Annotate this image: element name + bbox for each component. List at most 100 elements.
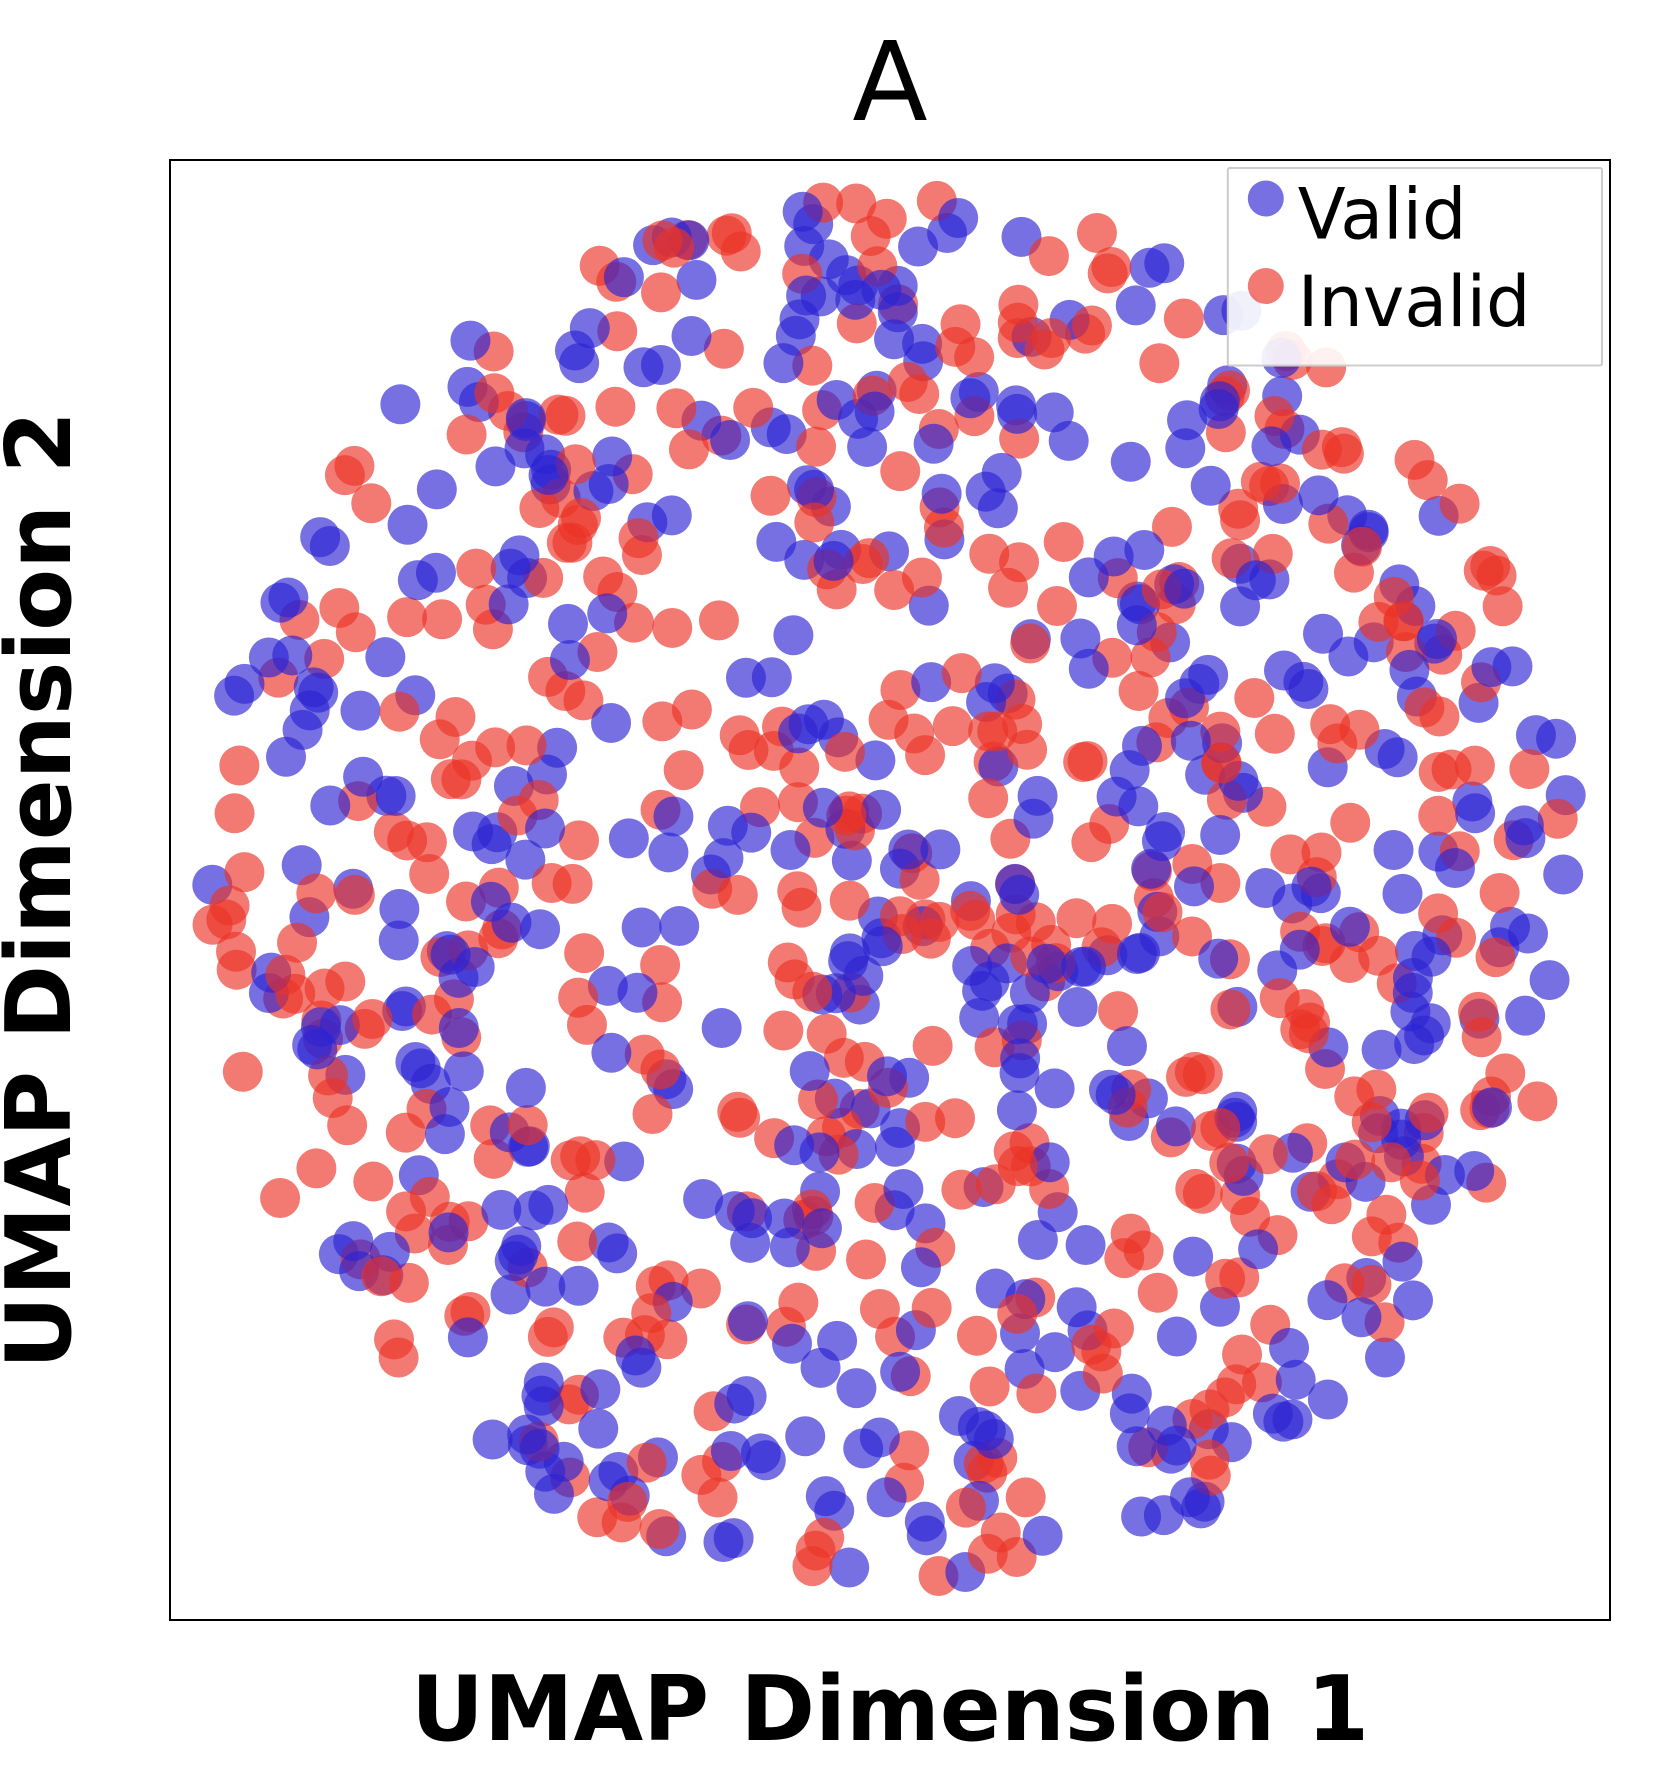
scatter-point [265,955,305,995]
scatter-point [441,759,481,799]
scatter-point [557,1222,597,1262]
scatter-point [1165,678,1205,718]
scatter-point [1393,1280,1433,1320]
scatter-point [1419,696,1459,736]
scatter-point [1131,849,1171,889]
scatter-point [922,474,962,514]
scatter-point [836,184,876,224]
scatter-point [591,703,631,743]
legend-label: Valid [1298,174,1467,256]
scatter-point [559,820,599,860]
scatter-point [548,604,588,644]
scatter-point [1356,1069,1396,1109]
scatter-point [901,1247,941,1287]
scatter-point [550,640,590,680]
scatter-point [1023,1516,1063,1556]
scatter-point [481,1190,521,1230]
scatter-point [941,1170,981,1210]
scatter-point [1455,793,1495,833]
scatter-point [1058,987,1098,1027]
scatter-point [653,796,693,836]
scatter-point [804,1518,844,1558]
scatter-point [1144,243,1184,283]
scatter-point [639,1509,679,1549]
scatter-point [968,711,1008,751]
scatter-point [1389,650,1429,690]
scatter-point [489,584,529,624]
scatter-point [1382,874,1422,914]
scatter-point [883,1169,923,1209]
scatter-point [429,1212,469,1252]
umap-scatter-chart: AUMAP Dimension 1UMAP Dimension 2ValidIn… [0,0,1661,1782]
legend-label: Invalid [1298,261,1531,343]
scatter-point [387,597,427,637]
scatter-point [1060,619,1100,659]
scatter-point [1117,934,1157,974]
scatter-point [631,1293,671,1333]
scatter-point [1164,569,1204,609]
scatter-point [1509,749,1549,789]
scatter-point [1072,306,1112,346]
scatter-point [752,657,792,697]
scatter-point [698,1477,738,1517]
scatter-point [836,1368,876,1408]
scatter-point [587,593,627,633]
scatter-point [999,542,1039,582]
scatter-point [642,701,682,741]
scatter-point [803,788,843,828]
scatter-point [520,909,560,949]
scatter-point [699,600,739,640]
scatter-point [1066,1225,1106,1265]
scatter-point [1016,1374,1056,1414]
legend-marker-icon [1248,268,1284,304]
scatter-point [1418,796,1458,836]
scatter-point [860,1289,900,1329]
scatter-point [968,778,1008,818]
scatter-point [429,1087,469,1127]
scatter-point [1119,671,1159,711]
scatter-point [1238,1229,1278,1269]
scatter-point [353,1162,393,1202]
scatter-point [558,978,598,1018]
scatter-point [1210,989,1250,1029]
scatter-point [1393,973,1433,1013]
scatter-point [799,1132,839,1172]
scatter-point [455,947,495,987]
scatter-point [1002,704,1042,744]
scatter-point [763,343,803,383]
scatter-point [386,1113,426,1153]
scatter-point [835,280,875,320]
scatter-point [456,549,496,589]
scatter-point [352,999,392,1039]
scatter-point [1122,726,1162,766]
scatter-point [1374,577,1414,617]
scatter-point [1191,466,1231,506]
scatter-point [997,1090,1037,1130]
chart-title: A [852,18,927,146]
y-axis-label: UMAP Dimension 2 [0,411,92,1369]
scatter-point [652,608,692,648]
scatter-point [1483,586,1523,626]
scatter-point [1175,1169,1215,1209]
scatter-point [1057,1287,1097,1327]
scatter-point [623,347,663,387]
scatter-point [300,517,340,557]
scatter-point [867,1477,907,1517]
scatter-point [1006,1477,1046,1517]
scatter-point [327,1105,367,1145]
scatter-point [1292,867,1332,907]
legend-marker-icon [1248,181,1284,217]
scatter-point [1480,873,1520,913]
scatter-point [1220,500,1260,540]
scatter-point [855,392,895,432]
scatter-point [609,818,649,858]
scatter-point [796,427,836,467]
scatter-point [756,522,796,562]
scatter-point [863,926,903,966]
scatter-point [1098,991,1138,1031]
scatter-point [422,599,462,639]
scatter-point [217,950,257,990]
scatter-point [824,1038,864,1078]
scatter-point [702,1008,742,1048]
scatter-point [770,830,810,870]
